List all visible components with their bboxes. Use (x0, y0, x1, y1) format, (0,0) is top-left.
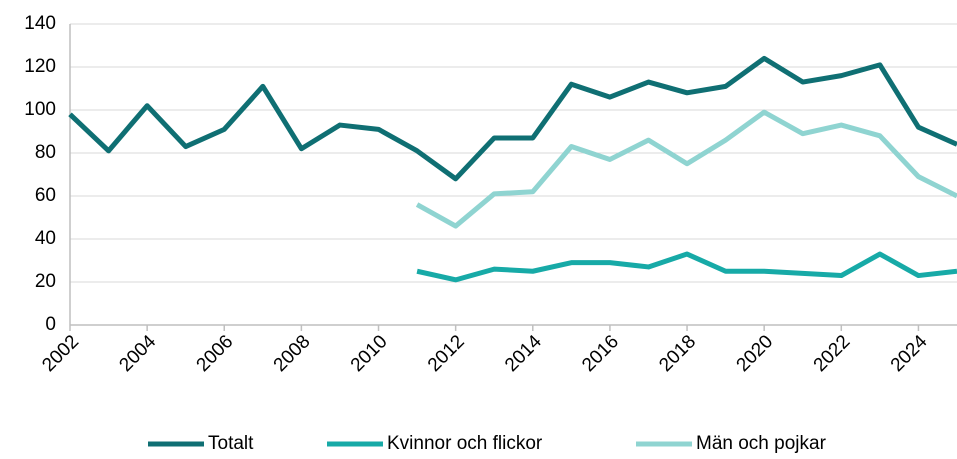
x-tick-label: 2006 (193, 331, 238, 376)
x-tick-label: 2020 (733, 331, 778, 376)
x-tick-label: 2022 (810, 331, 855, 376)
y-tick-label: 0 (45, 314, 56, 335)
legend-label: Män och pojkar (696, 433, 827, 454)
y-tick-label: 40 (35, 228, 56, 249)
line-series (416, 251, 957, 283)
line-series (68, 55, 957, 182)
legend-label: Totalt (208, 433, 254, 454)
x-tick-label: 2004 (115, 331, 160, 376)
y-tick-label: 20 (35, 271, 56, 292)
y-tick-label: 140 (24, 13, 56, 34)
x-tick-label: 2012 (424, 331, 469, 376)
y-tick-label: 120 (24, 56, 56, 77)
y-tick-label: 80 (35, 142, 56, 163)
y-tick-label: 60 (35, 185, 56, 206)
x-tick-label: 2010 (347, 331, 392, 376)
x-tick-label: 2002 (38, 331, 83, 376)
x-tick-label: 2024 (887, 331, 932, 376)
x-tick-label: 2016 (578, 331, 623, 376)
legend-label: Kvinnor och flickor (387, 433, 543, 454)
x-tick-label: 2014 (501, 331, 546, 376)
line-series (415, 109, 957, 229)
y-tick-label: 100 (24, 99, 56, 120)
x-tick-label: 2008 (270, 331, 315, 376)
x-tick-label: 2018 (655, 331, 700, 376)
